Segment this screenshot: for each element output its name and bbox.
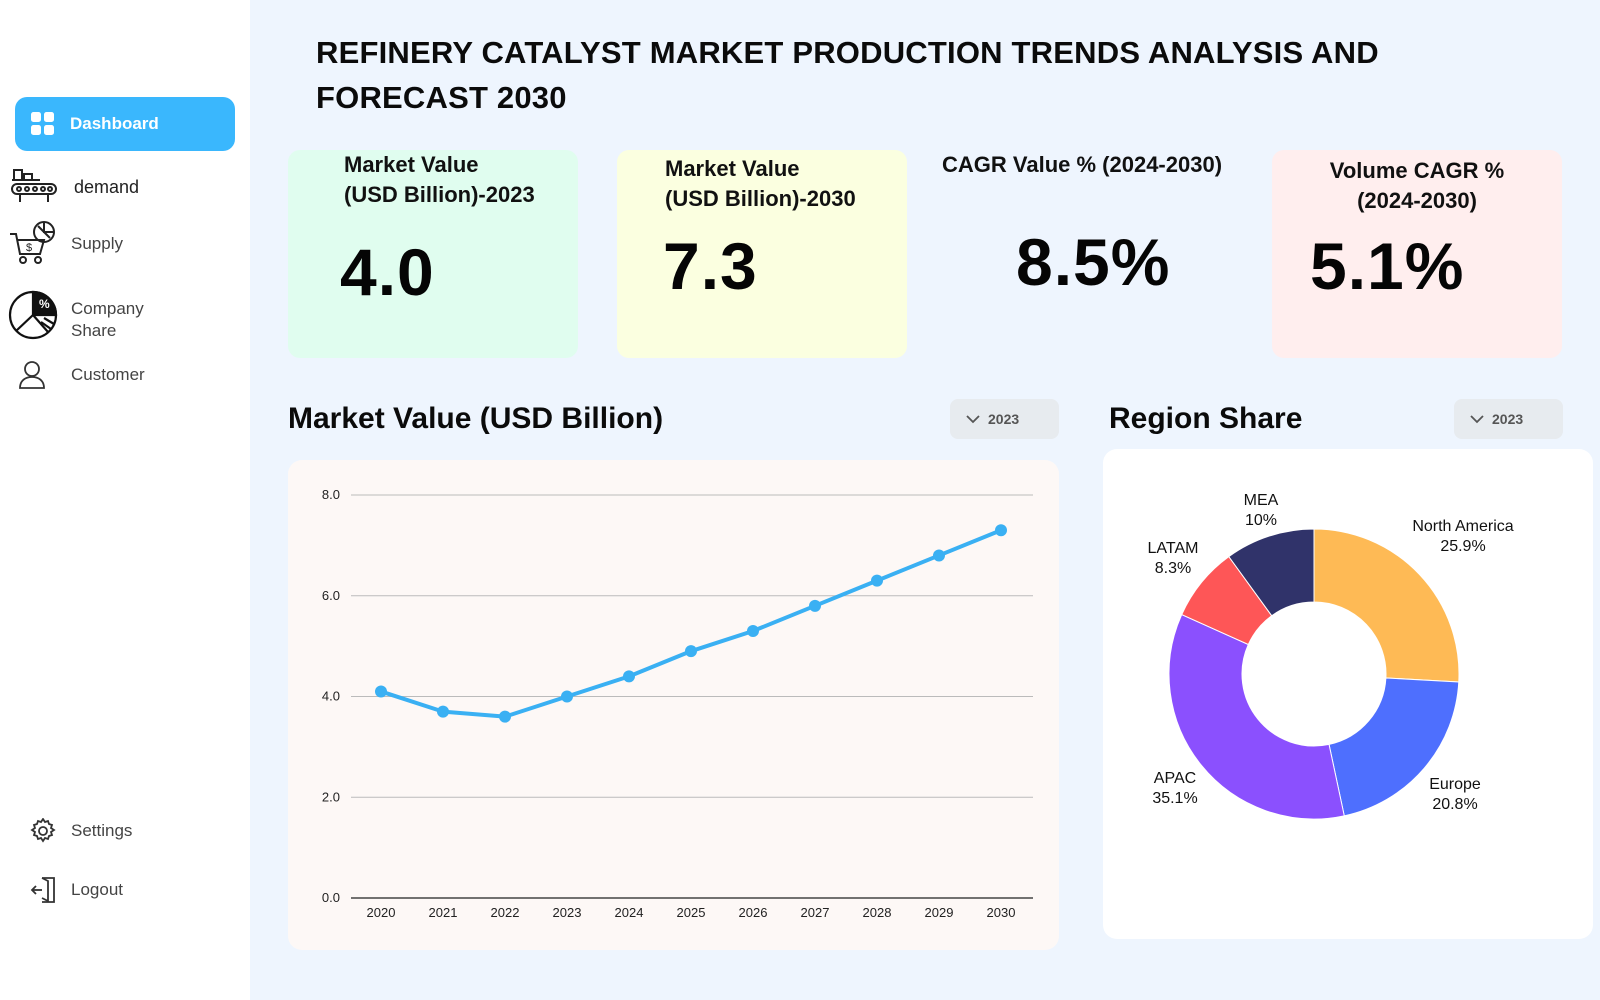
- market-value-chart-card: 0.0 2.0 4.0 6.0 8.0 2020 2021 2022 2023 2024 2025 2…: [288, 460, 1059, 950]
- chevron-down-icon: [966, 411, 980, 427]
- sidebar-item-settings[interactable]: Settings: [0, 816, 250, 846]
- kpi-label: Market Value (USD Billion)-2030: [665, 156, 856, 211]
- dropdown-value: 2023: [988, 411, 1020, 427]
- user-icon: [18, 360, 46, 390]
- grid-icon: [30, 111, 56, 137]
- x-tick-label: 2029: [925, 905, 954, 920]
- sidebar-item-logout[interactable]: Logout: [0, 874, 250, 906]
- data-point: [995, 524, 1007, 537]
- slice-percent-label: 35.1%: [1152, 790, 1197, 807]
- svg-text:%: %: [39, 297, 50, 311]
- sidebar-item-label: Customer: [71, 365, 145, 384]
- y-tick-label: 4.0: [322, 689, 340, 704]
- kpi-card-cagr-value: CAGR Value % (2024-2030) 8.5%: [936, 150, 1236, 358]
- kpi-value: 4.0: [340, 235, 435, 309]
- pie-slice: [1228, 528, 1315, 617]
- y-tick-label: 6.0: [322, 588, 340, 603]
- x-tick-label: 2027: [801, 905, 830, 920]
- data-point: [561, 690, 573, 703]
- svg-text:$: $: [26, 242, 32, 254]
- market-value-year-dropdown[interactable]: 2023: [950, 399, 1059, 439]
- x-tick-label: 2021: [429, 905, 458, 920]
- kpi-label: Volume CAGR % (2024-2030): [1329, 158, 1505, 213]
- kpi-value: 5.1%: [1310, 229, 1465, 303]
- x-tick-label: 2025: [677, 905, 706, 920]
- y-tick-label: 0.0: [322, 890, 340, 905]
- sidebar-item-label: Company Share: [71, 299, 144, 340]
- kpi-card-market-value-2030: Market Value (USD Billion)-2030 7.3: [617, 150, 907, 358]
- data-point: [871, 574, 883, 587]
- data-point: [623, 670, 635, 683]
- market-value-section-title: Market Value (USD Billion): [288, 402, 664, 435]
- pie-slice: [1328, 677, 1460, 817]
- cart-money-icon: $: [8, 220, 56, 268]
- kpi-value: 8.5%: [1016, 225, 1171, 299]
- dropdown-value: 2023: [1492, 411, 1524, 427]
- sidebar-item-dashboard[interactable]: Dashboard: [15, 97, 235, 151]
- slice-name-label: North America: [1412, 518, 1513, 535]
- data-point: [685, 645, 697, 658]
- x-tick-label: 2030: [987, 905, 1016, 920]
- region-share-year-dropdown[interactable]: 2023: [1454, 399, 1563, 439]
- x-tick-label: 2028: [863, 905, 892, 920]
- slice-percent-label: 20.8%: [1432, 796, 1477, 813]
- slice-name-label: MEA: [1244, 492, 1279, 509]
- sidebar: Dashboard demand $ Supply %: [0, 0, 250, 1000]
- slice-name-label: LATAM: [1148, 540, 1199, 557]
- slice-percent-label: 8.3%: [1155, 560, 1191, 577]
- slice-percent-label: 25.9%: [1440, 538, 1485, 555]
- data-point: [933, 549, 945, 562]
- data-point: [809, 599, 821, 612]
- data-point: [437, 705, 449, 718]
- kpi-label: Market Value (USD Billion)-2023: [344, 152, 535, 207]
- kpi-value: 7.3: [663, 229, 758, 303]
- x-tick-label: 2026: [739, 905, 768, 920]
- sidebar-item-supply[interactable]: $ Supply: [0, 220, 250, 268]
- region-share-section-title: Region Share: [1109, 402, 1303, 435]
- factory-conveyor-icon: [10, 166, 58, 206]
- sidebar-item-company-share[interactable]: % Company Share: [0, 286, 250, 342]
- logout-icon: [30, 876, 58, 904]
- sidebar-item-label: Logout: [71, 880, 123, 899]
- slice-name-label: APAC: [1154, 770, 1196, 787]
- series-line: [380, 528, 1002, 719]
- kpi-card-market-value-2023: Market Value (USD Billion)-2023 4.0: [288, 150, 578, 358]
- y-tick-label: 2.0: [322, 789, 340, 804]
- x-tick-label: 2024: [615, 905, 644, 920]
- pie-percent-icon: %: [8, 288, 60, 340]
- gear-icon: [30, 818, 56, 844]
- page-title: REFINERY CATALYST MARKET PRODUCTION TREN…: [316, 35, 1379, 115]
- kpi-label: CAGR Value % (2024-2030): [942, 152, 1223, 177]
- slice-percent-label: 10%: [1245, 512, 1277, 529]
- pie-slice: [1313, 528, 1460, 683]
- y-tick-label: 8.0: [322, 487, 340, 502]
- sidebar-item-customer[interactable]: Customer: [0, 358, 250, 392]
- region-share-chart-card: North America 25.9% Europe 20.8% APAC 35.1% LA…: [1103, 449, 1593, 939]
- market-value-line-chart: 0.0 2.0 4.0 6.0 8.0 2020 2021 2022 2023 2024 2025 2…: [322, 487, 1033, 920]
- chevron-down-icon: [1470, 411, 1484, 427]
- sidebar-item-label: Supply: [71, 234, 123, 253]
- data-point: [375, 685, 387, 698]
- data-point: [499, 710, 511, 723]
- slice-name-label: Europe: [1429, 776, 1481, 793]
- pie-slice: [1168, 613, 1345, 820]
- x-tick-label: 2023: [553, 905, 582, 920]
- x-tick-label: 2020: [367, 905, 396, 920]
- x-tick-label: 2022: [491, 905, 520, 920]
- sidebar-item-label: demand: [74, 177, 140, 197]
- region-share-donut-chart: North America 25.9% Europe 20.8% APAC 35.1% LA…: [1148, 492, 1514, 820]
- sidebar-item-demand[interactable]: demand: [0, 166, 250, 208]
- data-point: [747, 625, 759, 638]
- kpi-card-volume-cagr: Volume CAGR % (2024-2030) 5.1%: [1272, 150, 1562, 358]
- sidebar-item-label: Dashboard: [70, 114, 159, 133]
- sidebar-item-label: Settings: [71, 821, 133, 840]
